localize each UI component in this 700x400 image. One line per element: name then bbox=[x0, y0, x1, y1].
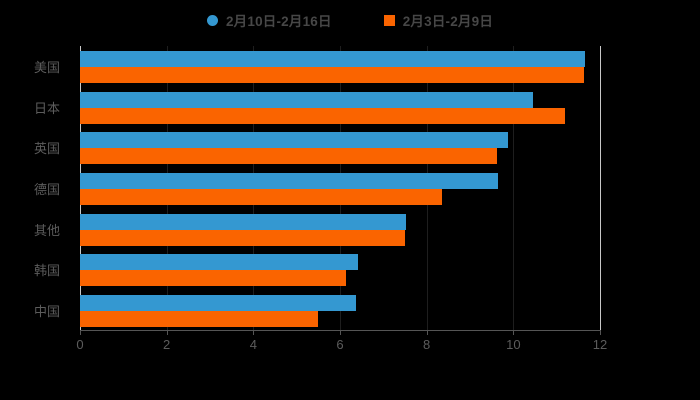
bar-group-1 bbox=[80, 91, 600, 124]
bar-0-series-1[interactable] bbox=[80, 67, 584, 84]
x-tick-mark-4 bbox=[426, 330, 428, 335]
x-tick-label-0: 0 bbox=[76, 337, 84, 352]
legend-square-marker-icon bbox=[383, 14, 395, 26]
x-tick-mark-5 bbox=[513, 330, 515, 335]
bar-group-5 bbox=[80, 254, 600, 287]
y-axis-labels: 美国日本英国德国其他韩国中国 bbox=[0, 46, 70, 330]
bar-group-4 bbox=[80, 213, 600, 246]
bar-2-series-1[interactable] bbox=[80, 148, 497, 165]
y-axis-label-4: 其他 bbox=[33, 222, 60, 238]
y-axis-label-6: 中国 bbox=[33, 303, 60, 319]
bar-1-series-0[interactable] bbox=[80, 91, 533, 108]
x-tick-mark-6 bbox=[600, 330, 601, 335]
x-tick-label-3: 6 bbox=[336, 337, 344, 352]
bar-group-0 bbox=[80, 51, 600, 84]
bar-group-2 bbox=[80, 132, 600, 165]
bar-4-series-0[interactable] bbox=[80, 213, 406, 230]
x-tick-mark-3 bbox=[340, 330, 341, 335]
bar-6-series-0[interactable] bbox=[80, 294, 357, 311]
x-tick-label-5: 10 bbox=[506, 337, 521, 352]
bar-6-series-1[interactable] bbox=[80, 310, 318, 327]
legend-item-series-0[interactable]: 2月10日-2月16日 bbox=[206, 10, 332, 30]
legend-label-series-1: 2月3日-2月9日 bbox=[402, 14, 494, 29]
y-axis-label-0: 美国 bbox=[33, 60, 60, 76]
plot-area bbox=[80, 46, 601, 330]
x-tick-mark-0 bbox=[80, 330, 81, 335]
legend-label-series-0: 2月10日-2月16日 bbox=[225, 14, 332, 29]
x-tick-label-2: 4 bbox=[249, 337, 257, 352]
bar-group-3 bbox=[80, 173, 600, 205]
y-axis-label-2: 英国 bbox=[33, 141, 60, 157]
bar-4-series-1[interactable] bbox=[80, 229, 405, 246]
y-axis-label-5: 韩国 bbox=[33, 263, 60, 279]
legend-item-series-1[interactable]: 2月3日-2月9日 bbox=[383, 10, 494, 30]
x-tick-label-4: 8 bbox=[423, 337, 431, 352]
gridline-12 bbox=[600, 46, 601, 330]
x-tick-label-6: 12 bbox=[592, 337, 608, 352]
x-tick-label-1: 2 bbox=[163, 337, 171, 352]
x-tick-mark-1 bbox=[166, 330, 168, 335]
bar-group-6 bbox=[80, 294, 600, 327]
x-tick-mark-2 bbox=[253, 330, 255, 335]
bar-2-series-0[interactable] bbox=[80, 132, 509, 149]
bar-3-series-0[interactable] bbox=[80, 173, 499, 189]
bar-1-series-1[interactable] bbox=[80, 107, 566, 124]
chart-legend: 2月10日-2月16日 2月3日-2月9日 bbox=[0, 8, 700, 32]
legend-circle-marker-icon bbox=[206, 14, 218, 26]
y-axis-label-1: 日本 bbox=[33, 100, 60, 116]
gridline-10 bbox=[513, 46, 515, 330]
bar-3-series-1[interactable] bbox=[80, 189, 442, 205]
bar-5-series-0[interactable] bbox=[80, 254, 359, 271]
y-axis-label-3: 德国 bbox=[33, 182, 60, 197]
bar-0-series-0[interactable] bbox=[80, 51, 585, 68]
bar-5-series-1[interactable] bbox=[80, 270, 347, 287]
